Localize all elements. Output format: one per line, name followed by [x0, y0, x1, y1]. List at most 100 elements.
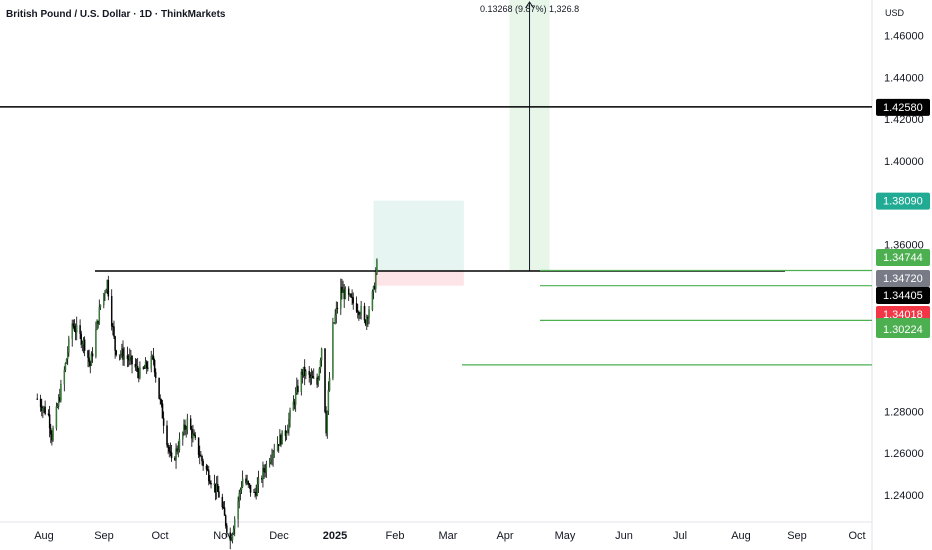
candle[interactable]: [366, 314, 368, 330]
candle[interactable]: [229, 527, 231, 550]
candle[interactable]: [241, 470, 244, 488]
candle[interactable]: [297, 379, 299, 395]
candle[interactable]: [182, 431, 184, 446]
candle[interactable]: [202, 458, 204, 471]
candle[interactable]: [249, 484, 252, 497]
candle[interactable]: [189, 415, 192, 431]
candle[interactable]: [136, 357, 139, 379]
candle[interactable]: [194, 431, 196, 441]
candle[interactable]: [289, 407, 291, 428]
candle[interactable]: [276, 436, 279, 452]
candle[interactable]: [52, 425, 54, 442]
candle[interactable]: [210, 480, 212, 489]
candle[interactable]: [359, 311, 361, 320]
candle[interactable]: [193, 429, 195, 436]
candle[interactable]: [75, 316, 78, 341]
candle[interactable]: [68, 335, 70, 357]
candle[interactable]: [159, 394, 161, 405]
candle[interactable]: [103, 292, 105, 309]
candle[interactable]: [371, 289, 374, 312]
candle[interactable]: [153, 358, 156, 377]
candle[interactable]: [50, 423, 52, 444]
candle[interactable]: [131, 355, 133, 374]
candle[interactable]: [333, 322, 335, 324]
candle[interactable]: [96, 319, 98, 331]
candle[interactable]: [355, 296, 358, 314]
candle[interactable]: [105, 288, 107, 294]
candle[interactable]: [65, 358, 68, 364]
candle[interactable]: [375, 267, 377, 293]
candle[interactable]: [99, 304, 102, 311]
time-axis[interactable]: Aug Sep Oct Nov Dec 2025 Feb Mar Apr May Jun Jul Aug…: [34, 530, 865, 542]
candle[interactable]: [222, 501, 225, 509]
candle[interactable]: [73, 319, 76, 332]
candle[interactable]: [166, 420, 168, 448]
candle[interactable]: [263, 464, 265, 480]
candle[interactable]: [287, 424, 289, 434]
candle[interactable]: [104, 290, 106, 301]
candle[interactable]: [83, 336, 86, 357]
candle[interactable]: [332, 317, 334, 381]
candle[interactable]: [237, 496, 239, 528]
candle[interactable]: [257, 470, 260, 493]
candle[interactable]: [376, 258, 378, 275]
candle[interactable]: [335, 301, 338, 324]
candle[interactable]: [167, 442, 169, 455]
candle[interactable]: [126, 346, 129, 368]
candle[interactable]: [326, 410, 329, 439]
candle[interactable]: [170, 445, 173, 462]
candle[interactable]: [95, 321, 97, 359]
candle[interactable]: [262, 461, 264, 488]
candle[interactable]: [308, 366, 310, 383]
candle[interactable]: [230, 536, 233, 542]
candle[interactable]: [256, 477, 259, 497]
candle[interactable]: [340, 278, 342, 315]
candle[interactable]: [318, 367, 321, 381]
candle[interactable]: [36, 393, 38, 401]
candle[interactable]: [324, 347, 326, 414]
candle[interactable]: [192, 424, 194, 443]
candle[interactable]: [205, 463, 208, 475]
candle[interactable]: [208, 465, 210, 486]
candle[interactable]: [72, 319, 75, 329]
candle[interactable]: [224, 514, 227, 529]
candle[interactable]: [217, 475, 219, 492]
candle[interactable]: [272, 449, 274, 467]
candle[interactable]: [312, 368, 315, 380]
candle[interactable]: [305, 369, 307, 380]
candle[interactable]: [147, 360, 149, 372]
candle[interactable]: [221, 493, 224, 510]
candle[interactable]: [114, 335, 116, 359]
candle[interactable]: [268, 457, 271, 468]
candle[interactable]: [360, 300, 362, 320]
candle[interactable]: [158, 377, 160, 400]
candle[interactable]: [88, 349, 90, 368]
candle[interactable]: [90, 351, 93, 367]
candle[interactable]: [226, 523, 228, 538]
candle[interactable]: [115, 349, 117, 357]
candle[interactable]: [231, 532, 234, 544]
candle[interactable]: [160, 398, 163, 408]
candle[interactable]: [55, 402, 58, 431]
candle[interactable]: [118, 354, 121, 361]
candle[interactable]: [327, 381, 330, 415]
candle[interactable]: [42, 405, 44, 419]
candle[interactable]: [285, 430, 288, 441]
candle[interactable]: [145, 360, 148, 375]
candle[interactable]: [328, 371, 331, 392]
candle[interactable]: [98, 299, 101, 325]
price-axis[interactable]: 1.46000 1.44000 1.42000 1.40000 1.36000 1.280…: [876, 30, 930, 502]
candle[interactable]: [39, 394, 42, 412]
candle[interactable]: [273, 443, 275, 459]
candle[interactable]: [161, 400, 164, 419]
candle[interactable]: [239, 487, 242, 501]
candle[interactable]: [292, 395, 295, 411]
candle[interactable]: [48, 405, 51, 438]
candle[interactable]: [162, 411, 165, 434]
candle[interactable]: [129, 348, 131, 366]
candle[interactable]: [356, 303, 359, 319]
candle[interactable]: [119, 350, 122, 360]
candle[interactable]: [175, 443, 177, 469]
candle[interactable]: [79, 319, 81, 340]
candle[interactable]: [223, 500, 226, 516]
